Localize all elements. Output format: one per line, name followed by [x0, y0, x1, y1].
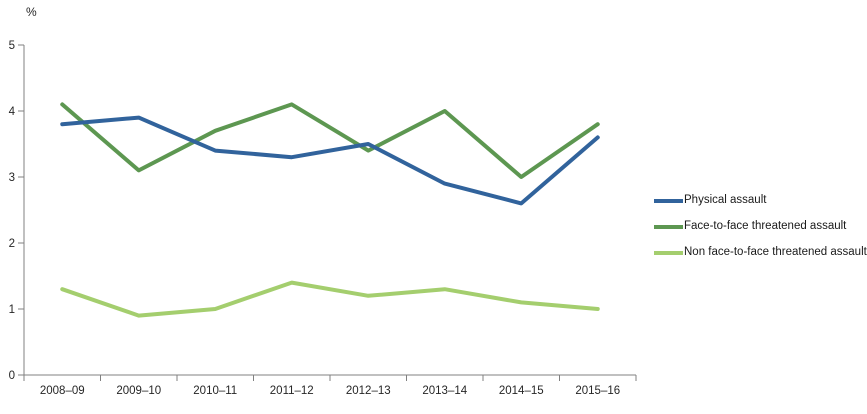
series-line-face-to-face-threatened-assault — [60, 102, 600, 179]
legend-swatch-line — [654, 198, 683, 203]
x-tick-label: 2014–15 — [499, 385, 544, 397]
x-tick-label: 2013–14 — [422, 385, 467, 397]
chart-legend: Physical assault Face-to-face threatened … — [654, 193, 867, 271]
y-tick-label: 5 — [9, 40, 15, 52]
y-tick-label: 1 — [9, 304, 15, 316]
legend-label: Face-to-face threatened assault — [684, 220, 847, 232]
x-tick-label: 2010–11 — [193, 385, 237, 397]
y-axis-unit-label: % — [26, 5, 37, 19]
y-tick-label: 3 — [9, 172, 15, 184]
legend-item: Face-to-face threatened assault — [654, 219, 867, 234]
x-tick-label: 2015–16 — [575, 385, 620, 397]
y-tick-label: 2 — [9, 238, 15, 250]
legend-swatch-line — [654, 250, 683, 255]
y-tick-label: 0 — [9, 370, 15, 382]
legend-swatch-line — [654, 224, 683, 229]
series-line-physical-assault — [60, 115, 600, 206]
y-tick-label: 4 — [9, 106, 16, 118]
legend-label: Non face-to-face threatened assault — [684, 246, 867, 258]
legend-item: Non face-to-face threatened assault — [654, 245, 867, 260]
x-tick-label: 2012–13 — [346, 385, 391, 397]
legend-label: Physical assault — [684, 194, 767, 206]
x-tick-label: 2011–12 — [270, 385, 314, 397]
series-line-non-face-to-face-threatened-assault — [60, 280, 600, 318]
legend-item: Physical assault — [654, 193, 867, 208]
x-tick-label: 2008–09 — [40, 385, 85, 397]
x-tick-label: 2009–10 — [116, 385, 161, 397]
